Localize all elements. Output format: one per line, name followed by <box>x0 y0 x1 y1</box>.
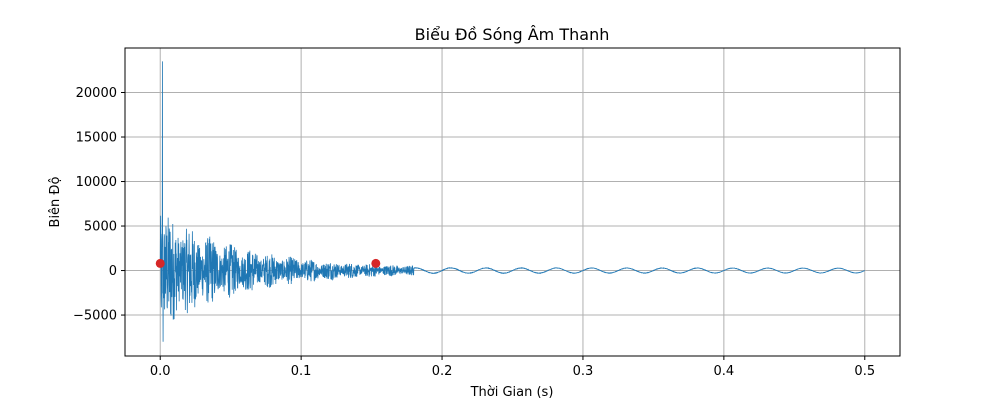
marker-point <box>155 258 165 268</box>
x-tick-label: 0.3 <box>573 364 594 379</box>
x-tick-label: 0.4 <box>714 364 735 379</box>
y-tick-label: 20000 <box>76 86 117 101</box>
y-tick-label: 5000 <box>84 220 117 235</box>
marker-point <box>371 258 381 268</box>
chart-title: Biểu Đồ Sóng Âm Thanh <box>415 25 610 44</box>
x-tick-label: 0.0 <box>150 364 171 379</box>
y-axis-title: Biên Độ <box>48 176 63 227</box>
x-tick-label: 0.2 <box>432 364 453 379</box>
y-tick-label: 10000 <box>76 175 117 190</box>
y-tick-label: 15000 <box>76 131 117 146</box>
axes-frame <box>124 47 901 357</box>
waveform-line <box>159 61 865 342</box>
y-tick-label: 0 <box>109 264 117 279</box>
plot-area <box>159 61 865 342</box>
markers <box>155 258 381 268</box>
x-tick-label: 0.5 <box>854 364 875 379</box>
grid <box>125 48 900 356</box>
y-tick-label: −5000 <box>73 309 117 324</box>
x-axis-title: Thời Gian (s) <box>470 385 554 400</box>
y-axis: −5000 0 5000 10000 15000 20000 <box>73 86 125 324</box>
x-axis: 0.0 0.1 0.2 0.3 0.4 0.5 <box>150 356 875 379</box>
x-tick-label: 0.1 <box>291 364 312 379</box>
